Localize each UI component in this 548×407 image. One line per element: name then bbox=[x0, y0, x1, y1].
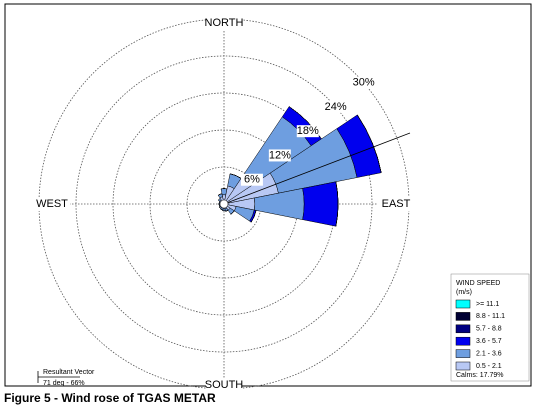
resultant-vector bbox=[223, 132, 411, 205]
legend-swatch bbox=[455, 349, 471, 358]
legend-swatch bbox=[455, 299, 471, 309]
legend-label: 5.7 - 8.8 bbox=[476, 326, 502, 333]
direction-label: NORTH bbox=[205, 17, 244, 29]
r-tick-label: 6% bbox=[244, 174, 260, 186]
legend-label: 0.5 - 2.1 bbox=[476, 363, 502, 370]
tick-label-bg bbox=[240, 173, 263, 186]
legend-swatch bbox=[455, 312, 471, 321]
r-tick-label: 24% bbox=[325, 101, 347, 113]
resultant-label: 71 deg - 66% bbox=[43, 380, 85, 387]
r-tick-label: 12% bbox=[269, 149, 291, 161]
resultant-title: Resultant Vector bbox=[43, 369, 95, 376]
legend-unit: (m/s) bbox=[456, 289, 472, 296]
tick-label-bg bbox=[324, 100, 347, 113]
legend-label: 8.8 - 11.1 bbox=[476, 313, 505, 320]
direction-label-bg bbox=[206, 16, 242, 30]
legend-label: 3.6 - 5.7 bbox=[476, 338, 502, 345]
labels: 6% 12% 18% 24% 30% NORTH EAST SOUTH WEST bbox=[34, 16, 414, 392]
direction-label: SOUTH bbox=[205, 379, 244, 391]
legend-title: WIND SPEED bbox=[456, 280, 500, 287]
direction-label-bg bbox=[378, 197, 414, 211]
direction-label-bg bbox=[34, 197, 70, 211]
calms: Calms: 17.79% bbox=[456, 372, 503, 379]
direction-label: EAST bbox=[382, 198, 411, 210]
caption: Figure 5 - Wind rose of TGAS METAR bbox=[4, 391, 216, 405]
legend-label: >= 11.1 bbox=[476, 301, 499, 308]
tick-label-bg bbox=[296, 125, 319, 138]
calm-circle bbox=[219, 199, 229, 209]
tick-label-bg bbox=[352, 76, 375, 89]
tick-label-bg bbox=[268, 149, 291, 162]
legend-swatch bbox=[455, 361, 471, 371]
legend-label: 2.1 - 3.6 bbox=[476, 350, 502, 357]
direction-label: WEST bbox=[36, 198, 68, 210]
legend-swatch bbox=[455, 336, 471, 346]
r-tick-label: 18% bbox=[297, 125, 319, 137]
legend-swatch bbox=[455, 324, 471, 334]
legend: >= 11.1 8.8 - 11.1 5.7 - 8.8 3.6 - 5.7 2.1 -… bbox=[455, 299, 505, 371]
petal-segment bbox=[225, 209, 229, 212]
grid-ring bbox=[75, 55, 373, 353]
petal-segment bbox=[302, 181, 339, 227]
r-tick-label: 30% bbox=[353, 77, 375, 89]
direction-label-bg bbox=[206, 378, 242, 392]
